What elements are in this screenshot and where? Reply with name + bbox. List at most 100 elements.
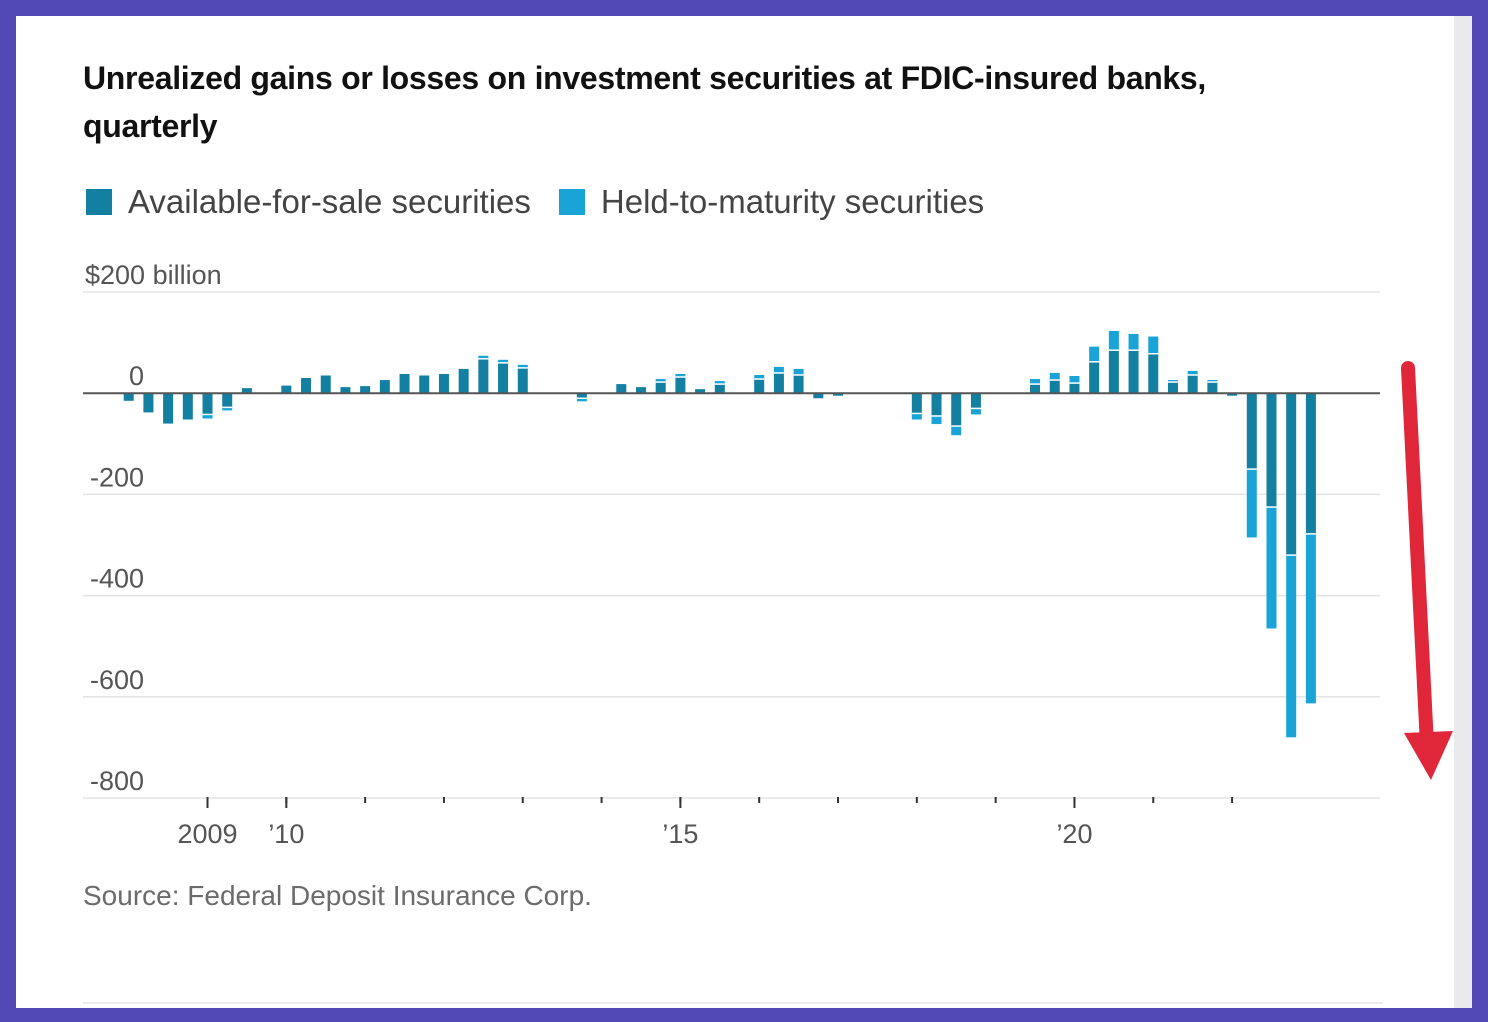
bar-htm — [1030, 379, 1041, 385]
bar-afs — [202, 393, 213, 415]
bar-afs — [1207, 382, 1218, 394]
legend: Available-for-sale securities Held-to-ma… — [86, 180, 1012, 224]
bar-afs — [695, 389, 706, 394]
bar-htm — [1069, 375, 1080, 384]
bar-afs — [1266, 393, 1277, 508]
bar-htm — [1207, 380, 1218, 383]
bar-afs — [833, 393, 844, 396]
bars — [123, 330, 1316, 738]
x-tick-label: 2009 — [177, 819, 237, 849]
bar-afs — [655, 382, 666, 394]
legend-swatch-htm — [558, 189, 585, 215]
bar-separator — [517, 367, 528, 369]
y-tick-label: -600 — [90, 665, 144, 695]
bar-htm — [655, 379, 666, 383]
bar-separator — [675, 376, 686, 378]
divider — [83, 1002, 1383, 1004]
bar-htm — [714, 381, 725, 385]
x-tick-label: ’20 — [1056, 819, 1092, 849]
bar-afs — [951, 393, 962, 427]
bar-htm — [675, 373, 686, 378]
bar-afs — [498, 362, 509, 394]
bar-separator — [1246, 468, 1257, 470]
bar-htm — [1305, 533, 1316, 704]
bar-separator — [1148, 352, 1159, 355]
bar-htm — [222, 407, 233, 411]
bar-afs — [360, 386, 371, 394]
bar-afs — [793, 374, 804, 394]
bar-afs — [222, 393, 233, 408]
bar-afs — [478, 358, 489, 394]
bar-separator — [1108, 349, 1119, 351]
bar-afs — [1148, 353, 1159, 394]
bar-afs — [1286, 393, 1297, 556]
bar-htm — [1089, 346, 1100, 362]
y-tick-label: 0 — [129, 361, 144, 391]
bar-afs — [379, 380, 390, 394]
bar-separator — [1187, 374, 1198, 376]
bar-htm — [1246, 469, 1257, 538]
bar-afs — [143, 393, 154, 413]
arrow-shaft — [1401, 361, 1434, 752]
bar-separator — [655, 381, 666, 383]
bar-afs — [182, 393, 193, 420]
bar-separator — [1128, 349, 1139, 351]
bar-separator — [1030, 383, 1041, 385]
bar-afs — [1089, 361, 1100, 394]
bar-afs — [281, 385, 292, 394]
bar-separator — [793, 374, 804, 376]
bar-afs — [1128, 350, 1139, 394]
bar-afs — [399, 373, 410, 394]
bar-htm — [793, 368, 804, 375]
bar-htm — [1148, 336, 1159, 354]
bar-htm — [951, 426, 962, 436]
bar-afs — [458, 368, 469, 394]
bar-separator — [1305, 533, 1316, 535]
bar-afs — [1167, 382, 1178, 394]
bar-afs — [340, 387, 351, 394]
bar-htm — [517, 364, 528, 368]
bar-separator — [222, 406, 233, 409]
bar-htm — [1286, 555, 1297, 738]
bar-afs — [1227, 393, 1238, 396]
bar-separator — [773, 372, 784, 374]
bar-afs — [1108, 350, 1119, 394]
chart-title: Unrealized gains or losses on investment… — [83, 60, 1207, 144]
bar-separator — [754, 378, 765, 380]
arrow-head — [1404, 731, 1453, 780]
bar-afs — [911, 393, 922, 414]
bar-afs — [714, 384, 725, 394]
bar-htm — [478, 355, 489, 359]
x-tick-label: ’10 — [268, 819, 304, 849]
bar-separator — [1286, 554, 1297, 556]
bar-htm — [1167, 380, 1178, 383]
bar-separator — [1207, 381, 1218, 383]
x-tick-label: ’15 — [662, 819, 698, 849]
bar-afs — [675, 377, 686, 394]
source-note: Source: Federal Deposit Insurance Corp. — [83, 880, 592, 911]
bar-afs — [635, 387, 646, 394]
bar-afs — [1246, 393, 1257, 470]
bar-separator — [714, 383, 725, 385]
y-tick-label: -400 — [90, 564, 144, 594]
legend-item-htm: Held-to-maturity securities — [558, 183, 985, 221]
bar-afs — [1305, 393, 1316, 534]
down-arrow-annotation — [1401, 361, 1453, 780]
bar-afs — [1187, 374, 1198, 394]
gridlines — [83, 291, 1380, 799]
bar-htm — [1266, 507, 1277, 629]
bar-separator — [202, 413, 213, 416]
bar-htm — [1108, 330, 1119, 351]
bar-separator — [498, 362, 509, 364]
bar-separator — [478, 358, 489, 360]
y-tick-label: $200 billion — [85, 260, 222, 290]
bar-separator — [1049, 379, 1060, 381]
y-tick-label: -200 — [90, 462, 144, 492]
bar-afs — [754, 379, 765, 394]
bar-afs — [241, 388, 252, 394]
bar-separator — [1266, 506, 1277, 508]
legend-swatch-afs — [86, 189, 112, 215]
legend-label-htm: Held-to-maturity securities — [600, 183, 985, 220]
bar-htm — [773, 366, 784, 373]
